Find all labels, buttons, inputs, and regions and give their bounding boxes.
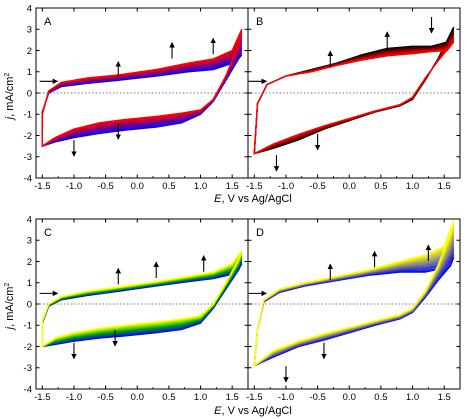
ytick-label: -2 [24, 131, 32, 142]
xtick-label: -1.5 [246, 392, 262, 403]
yaxis-rest: , mA/cm [4, 287, 16, 327]
series-line-last [253, 220, 455, 368]
xaxis-title-bottom: E, V vs Ag/AgCl [214, 405, 292, 417]
xtick-label: 0.0 [343, 181, 356, 192]
xtick-label: 1.0 [406, 392, 419, 403]
series-line-last [41, 29, 243, 148]
panel-label: B [256, 16, 263, 28]
panel-label: D [256, 227, 264, 239]
ytick-label: -3 [24, 152, 32, 163]
ytick-label: 3 [27, 236, 32, 247]
scan-cycle-line [253, 38, 455, 155]
panel-D: -1.5 -1.0 -0.5 0.0 0.5 1.0 1.5 D [246, 218, 461, 403]
xtick-label: -0.5 [97, 392, 113, 403]
ytick-label: -2 [24, 342, 32, 353]
series-line-last [41, 250, 243, 348]
xtick-label: 1.5 [226, 392, 239, 403]
scan-cycle-line [253, 35, 455, 155]
ytick-label: 0 [27, 88, 32, 99]
xtick-label: -1.0 [66, 181, 82, 192]
xtick-label: 0.0 [343, 392, 356, 403]
panels-layer: -1.5 -1.0 -0.5 0.0 0.5 1.0 1.5-4-3-2-101234A-1… [24, 3, 461, 403]
ytick-label: -1 [24, 321, 32, 332]
xtick-label: 0.5 [374, 392, 387, 403]
xaxis-rest: , V vs Ag/AgCl [222, 405, 292, 417]
panel-label: C [44, 227, 52, 239]
xtick-label: 0.5 [162, 181, 175, 192]
xtick-label: -0.5 [309, 392, 325, 403]
scan-cycle-line [253, 36, 455, 155]
xtick-label: 1.0 [194, 181, 207, 192]
ytick-label: -4 [24, 173, 32, 184]
yaxis-title-top: j, mA/cm2 [4, 73, 16, 122]
xtick-label: 0.0 [131, 392, 144, 403]
ytick-label: 4 [27, 214, 32, 225]
scan-cycle-line [253, 37, 455, 155]
xtick-label: -1.0 [278, 181, 294, 192]
xtick-label: -1.5 [246, 181, 262, 192]
xtick-label: -0.5 [97, 181, 113, 192]
xtick-label: 1.0 [194, 392, 207, 403]
panel-B: -1.5 -1.0 -0.5 0.0 0.5 1.0 1.5 B [246, 7, 461, 192]
xtick-label: -1.0 [278, 392, 294, 403]
xtick-label: 0.5 [374, 181, 387, 192]
xtick-label: 0.5 [162, 392, 175, 403]
yaxis-title-bottom: j, mA/cm2 [4, 283, 16, 332]
xtick-label: -1.5 [34, 392, 50, 403]
xtick-label: -0.5 [309, 181, 325, 192]
xtick-label: -1.5 [34, 181, 50, 192]
scan-cycle-line [253, 37, 455, 155]
ytick-label: 1 [27, 278, 32, 289]
xaxis-rest: , V vs Ag/AgCl [222, 193, 292, 205]
xtick-label: 0.0 [131, 181, 144, 192]
xaxis-title-top: E, V vs Ag/AgCl [214, 193, 292, 205]
yaxis-sup: 2 [4, 283, 11, 287]
yaxis-sup: 2 [4, 73, 11, 77]
xtick-label: 1.5 [438, 181, 451, 192]
ytick-label: 2 [27, 46, 32, 57]
ytick-label: 1 [27, 67, 32, 78]
ytick-label: 0 [27, 299, 32, 310]
ytick-label: -4 [24, 384, 32, 395]
xaxis-symbol: E [214, 405, 222, 417]
series-line-first [253, 26, 455, 155]
xtick-label: 1.5 [438, 392, 451, 403]
ytick-label: 2 [27, 257, 32, 268]
ytick-label: -3 [24, 363, 32, 374]
ytick-label: -1 [24, 110, 32, 121]
xaxis-symbol: E [214, 193, 222, 205]
xtick-label: 1.5 [226, 181, 239, 192]
ytick-label: 3 [27, 25, 32, 36]
yaxis-symbol: j [4, 326, 16, 331]
panel-A: -1.5 -1.0 -0.5 0.0 0.5 1.0 1.5 -4 -3 -2 -1 0 1 2 3 4 A [24, 3, 249, 192]
panel-label: A [44, 16, 52, 28]
xtick-label: -1.0 [66, 392, 82, 403]
ytick-label: 4 [27, 3, 32, 14]
yaxis-rest: , mA/cm [4, 77, 16, 117]
xtick-label: 1.0 [406, 181, 419, 192]
yaxis-symbol: j [4, 116, 16, 121]
panel-C: -1.5 -1.0 -0.5 0.0 0.5 1.0 1.5 -4 -3 -2 -1 0 1 2 3 4 C [24, 214, 249, 403]
series-line-last [253, 41, 455, 155]
